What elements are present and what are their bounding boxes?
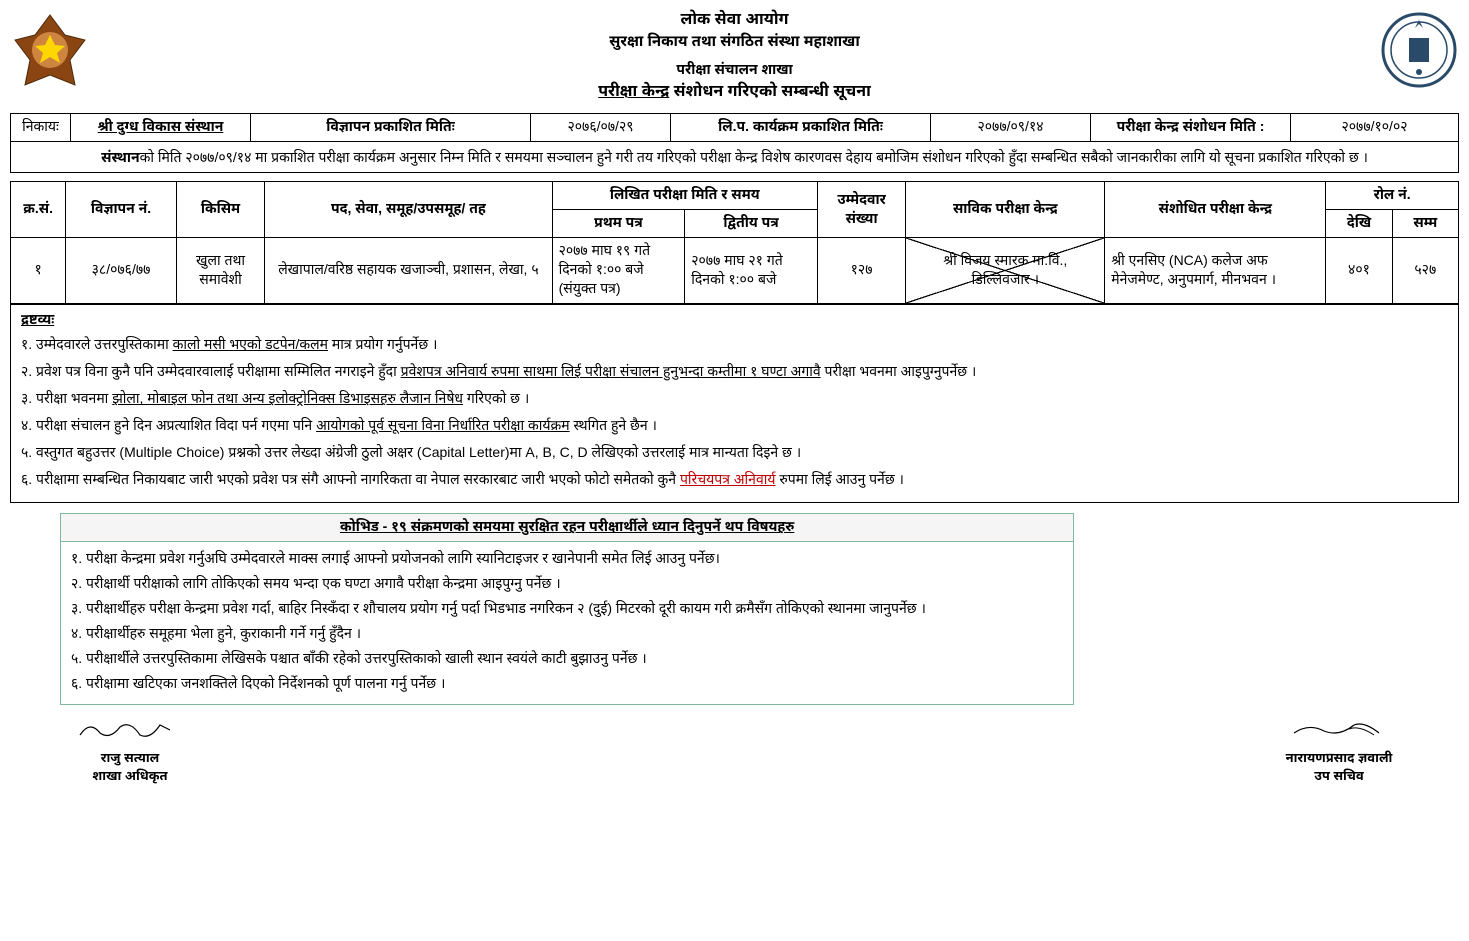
covid-box: कोभिड - १९ संक्रमणको समयमा सुरक्षित रहन … [60, 513, 1074, 705]
notes-title: द्रष्टव्यः [21, 311, 1448, 330]
filter-row: निकायः श्री दुग्ध विकास संस्थान विज्ञापन… [11, 114, 1459, 142]
col-sn: क्र.सं. [11, 182, 66, 238]
signature-right: नारायणप्रसाद ज्ञवाली उप सचिव [1279, 715, 1399, 786]
col-new-center: संशोधित परीक्षा केन्द्र [1105, 182, 1326, 238]
sig-left-title: शाखा अधिकृत [70, 768, 190, 786]
col-ad-no: विज्ञापन नं. [66, 182, 177, 238]
org-line1: लोक सेवा आयोग [90, 10, 1379, 31]
signature-left: राजु सत्याल शाखा अधिकृत [70, 715, 190, 786]
cell-sn: १ [11, 238, 66, 304]
header-center: लोक सेवा आयोग सुरक्षा निकाय तथा संगठित स… [90, 10, 1379, 103]
nikaya-label: निकायः [11, 114, 71, 142]
notes-container: १. उम्मेदवारले उत्तरपुस्तिकामा कालो मसी … [21, 334, 1448, 490]
col-paper1: प्रथम पत्र [552, 210, 685, 238]
sig-right-name: नारायणप्रसाद ज्ञवाली [1279, 750, 1399, 768]
covid-item: ३. परीक्षार्थीहरु परीक्षा केन्द्रमा प्रव… [71, 598, 1063, 619]
org-line2: सुरक्षा निकाय तथा संगठित संस्था महाशाखा [90, 33, 1379, 53]
sig-right-title: उप सचिव [1279, 768, 1399, 786]
cell-new-center: श्री एनसिए (NCA) कलेज अफ मेनेजमेण्ट, अनु… [1105, 238, 1326, 304]
covid-item: ६. परीक्षामा खटिएका जनशक्तिले दिएको निर्… [71, 673, 1063, 694]
note-item: ६. परीक्षामा सम्बन्धित निकायबाट जारी भएक… [21, 469, 1448, 490]
section-line: परीक्षा संचालन शाखा [90, 61, 1379, 80]
col-written-date: लिखित परीक्षा मिति र समय [552, 182, 817, 210]
notice-title-underlined: परीक्षा केन्द्र [598, 83, 669, 100]
center-edit-label: परीक्षा केन्द्र संशोधन मिति : [1091, 114, 1291, 142]
signature-right-sig-icon [1279, 715, 1399, 745]
covid-title: कोभिड - १९ संक्रमणको समयमा सुरक्षित रहन … [60, 513, 1074, 542]
note-item: २. प्रवेश पत्र विना कुनै पनि उम्मेदवारवा… [21, 361, 1448, 382]
lipa-label: लि.प. कार्यक्रम प्रकाशित मितिः [671, 114, 931, 142]
table-row: १ ३८/०७६/७७ खुला तथा समावेशी लेखापाल/वरि… [11, 238, 1459, 304]
signature-section: राजु सत्याल शाखा अधिकृत नारायणप्रसाद ज्ञ… [10, 715, 1459, 786]
col-paper2: द्वितीय पत्र [685, 210, 818, 238]
col-roll-no: रोल नं. [1326, 182, 1459, 210]
notice-title: परीक्षा केन्द्र संशोधन गरिएको सम्बन्धी स… [90, 82, 1379, 103]
col-post: पद, सेवा, समूह/उपसमूह/ तह [265, 182, 552, 238]
header-section: लोक सेवा आयोग सुरक्षा निकाय तथा संगठित स… [10, 10, 1459, 103]
cell-paper2: २०७७ माघ २१ गते दिनको १:०० बजे [685, 238, 818, 304]
covid-item: १. परीक्षा केन्द्रमा प्रवेश गर्नुअघि उम्… [71, 548, 1063, 569]
filter-table: निकायः श्री दुग्ध विकास संस्थान विज्ञापन… [10, 113, 1459, 173]
cell-post: लेखापाल/वरिष्ठ सहायक खजाञ्ची, प्रशासन, ल… [265, 238, 552, 304]
note-item: ५. वस्तुगत बहुउत्तर (Multiple Choice) प्… [21, 442, 1448, 463]
col-kind: किसिम [176, 182, 264, 238]
sig-left-name: राजु सत्याल [70, 750, 190, 768]
data-table-body: १ ३८/०७६/७७ खुला तथा समावेशी लेखापाल/वरि… [11, 238, 1459, 304]
nikaya-value: श्री दुग्ध विकास संस्थान [71, 114, 251, 142]
cell-paper1: २०७७ माघ १९ गते दिनको १:०० बजे (संयुक्त … [552, 238, 685, 304]
ad-date-value: २०७६/०७/२९ [531, 114, 671, 142]
covid-content: १. परीक्षा केन्द्रमा प्रवेश गर्नुअघि उम्… [60, 542, 1074, 705]
lipa-value: २०७७/०९/१४ [931, 114, 1091, 142]
col-candidates: उम्मेदवार संख्या [817, 182, 905, 238]
cell-roll-to: ५२७ [1392, 238, 1458, 304]
note-item: १. उम्मेदवारले उत्तरपुस्तिकामा कालो मसी … [21, 334, 1448, 355]
notes-section: द्रष्टव्यः १. उम्मेदवारले उत्तरपुस्तिकाम… [10, 304, 1459, 503]
desc-bold: संस्थान [101, 149, 139, 165]
description-row: संस्थानको मिति २०७७/०९/१४ मा प्रकाशित पर… [11, 142, 1459, 173]
note-item: ४. परीक्षा संचालन हुने दिन अप्रत्याशित व… [21, 415, 1448, 436]
covid-item: २. परीक्षार्थी परीक्षाको लागि तोकिएको सम… [71, 573, 1063, 594]
covid-item: ५. परीक्षार्थीले उत्तरपुस्तिकामा लेखिसके… [71, 648, 1063, 669]
col-prev-center: साविक परीक्षा केन्द्र [906, 182, 1105, 238]
cell-prev-center: श्री विजय स्मारक मा.वि., डिल्लिवजार । [906, 238, 1105, 304]
cell-candidates: १२७ [817, 238, 905, 304]
signature-left-sig-icon [70, 715, 190, 745]
note-item: ३. परीक्षा भवनमा झोला, मोबाइल फोन तथा अन… [21, 388, 1448, 409]
desc-rest: को मिति २०७७/०९/१४ मा प्रकाशित परीक्षा क… [140, 149, 1368, 165]
emblem-right [1379, 10, 1459, 90]
col-roll-to: सम्म [1392, 210, 1458, 238]
notice-title-rest: संशोधन गरिएको सम्बन्धी सूचना [669, 83, 871, 100]
cell-ad-no: ३८/०७६/७७ [66, 238, 177, 304]
ad-date-label: विज्ञापन प्रकाशित मितिः [251, 114, 531, 142]
cell-kind: खुला तथा समावेशी [176, 238, 264, 304]
emblem-left [10, 10, 90, 90]
data-table: क्र.सं. विज्ञापन नं. किसिम पद, सेवा, समू… [10, 181, 1459, 304]
col-roll-from: देखि [1326, 210, 1392, 238]
data-table-head: क्र.सं. विज्ञापन नं. किसिम पद, सेवा, समू… [11, 182, 1459, 238]
cell-roll-from: ४०१ [1326, 238, 1392, 304]
covid-item: ४. परीक्षार्थीहरु समूहमा भेला हुने, कुरा… [71, 623, 1063, 644]
center-edit-value: २०७७/१०/०२ [1291, 114, 1459, 142]
